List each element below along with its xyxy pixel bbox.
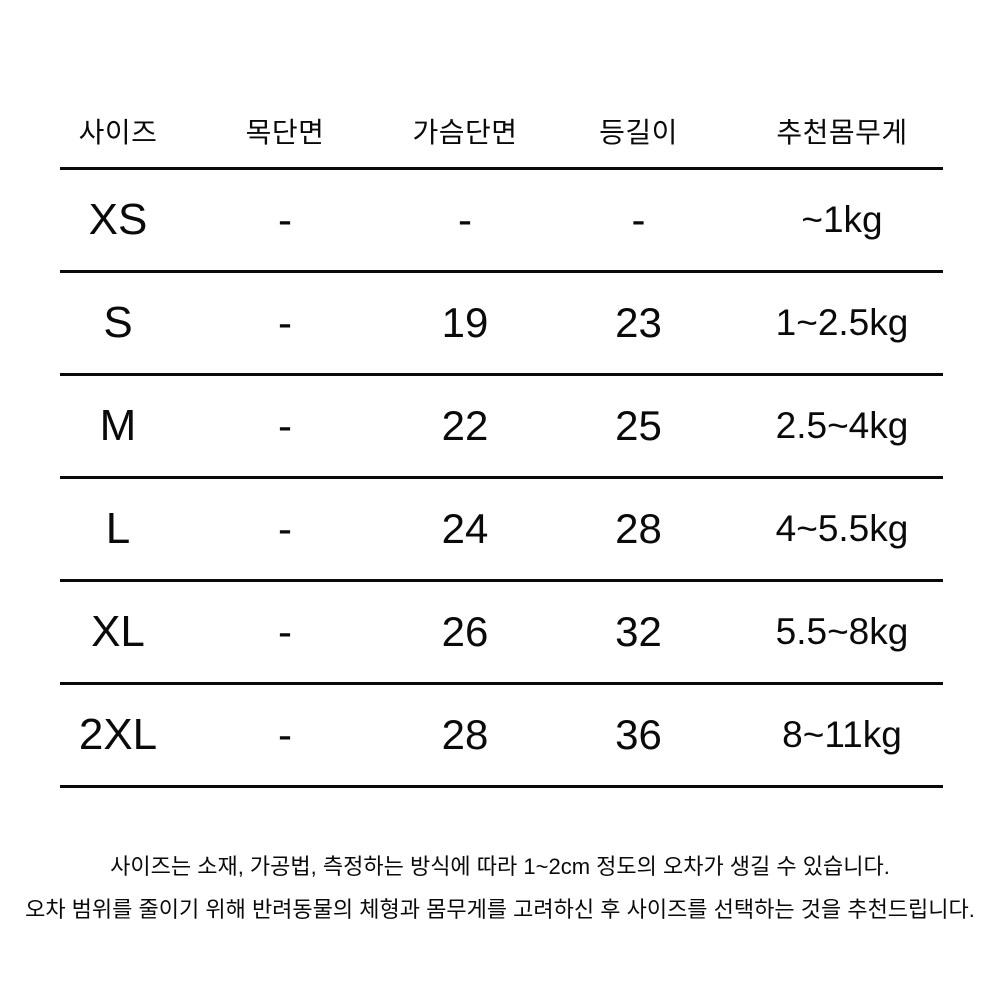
header-cell-size: 사이즈 [78, 117, 158, 148]
cell-size: L [105, 504, 131, 553]
cell-neck: - [278, 608, 292, 655]
cell-chest: - [458, 196, 472, 243]
table-row-m: M - 22 25 2.5~4kg [60, 375, 943, 478]
cell-neck: - [278, 402, 292, 449]
cell-back: - [631, 196, 646, 243]
note-line-2: 오차 범위를 줄이기 위해 반려동물의 체형과 몸무게를 고려하신 후 사이즈를… [25, 897, 975, 922]
table-row-xl: XL - 26 32 5.5~8kg [60, 581, 943, 684]
cell-chest: 24 [441, 505, 489, 552]
cell-chest: 26 [441, 608, 489, 655]
cell-chest: 22 [441, 402, 489, 449]
cell-chest: 19 [441, 299, 489, 346]
note-line-1: 사이즈는 소재, 가공법, 측정하는 방식에 따라 1~2cm 정도의 오차가 … [110, 854, 890, 879]
header-row: 사이즈 목단면 가슴단면 등길이 추천몸무게 [60, 95, 943, 169]
cell-size: XS [88, 195, 148, 244]
cell-neck: - [278, 711, 292, 758]
cell-weight: 1~2.5kg [775, 302, 909, 343]
cell-back: 23 [615, 299, 662, 346]
cell-back: 36 [615, 711, 662, 758]
header-cell-chest: 가슴단면 [412, 117, 518, 148]
table-row-s: S - 19 23 1~2.5kg [60, 272, 943, 375]
cell-weight: 8~11kg [782, 714, 902, 755]
cell-back: 28 [615, 505, 662, 552]
cell-weight: 4~5.5kg [775, 508, 909, 549]
table-row-l: L - 24 28 4~5.5kg [60, 478, 943, 581]
cell-back: 32 [615, 608, 662, 655]
size-chart-body: XS - - - ~1kg S - 19 23 1~2.5kg M - 22 2… [60, 169, 943, 787]
header-cell-back: 등길이 [599, 117, 678, 148]
cell-size: M [99, 401, 137, 450]
cell-size: 2XL [78, 710, 158, 759]
header-cell-weight: 추천몸무게 [776, 117, 908, 148]
cell-chest: 28 [441, 711, 489, 758]
cell-weight: ~1kg [801, 199, 883, 240]
cell-weight: 2.5~4kg [775, 405, 909, 446]
cell-size: XL [91, 607, 145, 656]
table-row-2xl: 2XL - 28 36 8~11kg [60, 684, 943, 787]
cell-back: 25 [615, 402, 662, 449]
size-chart-table: 사이즈 목단면 가슴단면 등길이 추천몸무게 XS - - - ~1kg S -… [60, 95, 943, 788]
cell-size: S [103, 298, 133, 347]
cell-neck: - [278, 196, 292, 243]
header-cell-neck: 목단면 [245, 117, 325, 148]
cell-neck: - [278, 299, 292, 346]
cell-neck: - [278, 505, 292, 552]
size-chart-header: 사이즈 목단면 가슴단면 등길이 추천몸무게 [60, 95, 943, 169]
table-row-xs: XS - - - ~1kg [60, 169, 943, 272]
cell-weight: 5.5~8kg [775, 611, 909, 652]
size-notes: 사이즈는 소재, 가공법, 측정하는 방식에 따라 1~2cm 정도의 오차가 … [0, 845, 1000, 931]
